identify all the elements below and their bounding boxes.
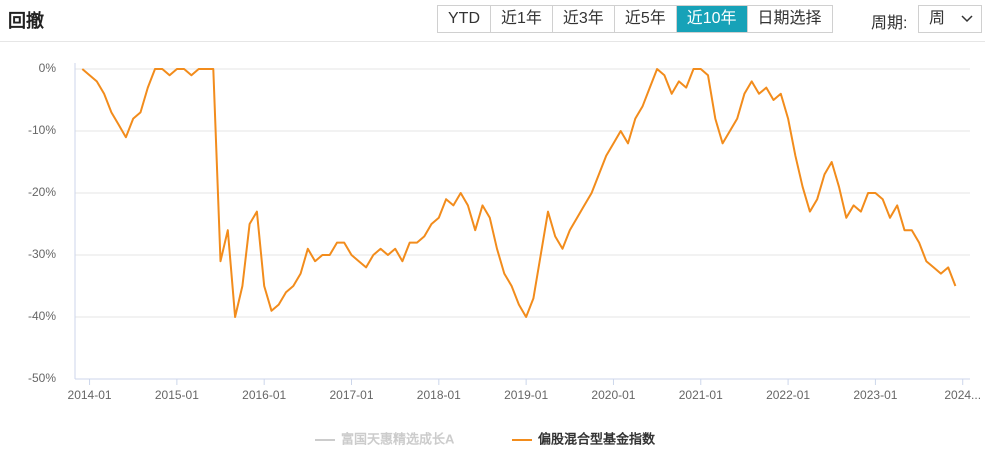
legend-item[interactable]: 富国天惠精选成长A <box>315 431 455 446</box>
series-line <box>81 68 957 318</box>
range-button[interactable]: 近3年 <box>551 6 614 32</box>
y-tick-label: -40% <box>28 309 56 323</box>
period-value: 周 <box>929 10 946 27</box>
chevron <box>961 15 973 23</box>
x-tick-label: 2014-01 <box>68 388 112 402</box>
x-tick-label: 2017-01 <box>329 388 373 402</box>
x-tick-label: 2023-01 <box>853 388 897 402</box>
x-tick-label: 2016-01 <box>242 388 286 402</box>
y-tick-label: -50% <box>28 371 56 385</box>
x-tick-label: 2019-01 <box>504 388 548 402</box>
x-tick-label: 2021-01 <box>679 388 723 402</box>
y-tick-label: -10% <box>28 123 56 137</box>
range-button[interactable]: YTD <box>448 10 480 27</box>
x-tick-label: 2024... <box>944 388 981 402</box>
range-button[interactable]: 近10年 <box>675 6 747 32</box>
header: 回撤 YTD 近1年 近3年 近5年 近10年 日期选择 周期: 周 <box>0 0 985 42</box>
x-tick-label: 2018-01 <box>417 388 461 402</box>
range-button[interactable]: 近5年 <box>613 6 676 32</box>
y-tick-label: -20% <box>28 185 56 199</box>
page-title: 回撤 <box>8 11 44 31</box>
range-button[interactable]: 日期选择 <box>746 6 832 32</box>
x-tick-label: 2022-01 <box>766 388 810 402</box>
y-tick-label: 0% <box>39 61 57 75</box>
y-tick-label: -30% <box>28 247 56 261</box>
x-tick-label: 2020-01 <box>591 388 635 402</box>
legend-item[interactable]: 偏股混合型基金指数 <box>512 431 656 446</box>
range-button[interactable]: 近1年 <box>490 6 552 32</box>
period-select[interactable]: 周 <box>918 5 982 33</box>
period-label: 周期: <box>871 15 908 32</box>
legend-label: 富国天惠精选成长A <box>341 431 455 446</box>
x-tick-label: 2015-01 <box>155 388 199 402</box>
range-buttons: YTD 近1年 近3年 近5年 近10年 日期选择 <box>437 5 833 33</box>
legend-label: 偏股混合型基金指数 <box>538 431 656 446</box>
